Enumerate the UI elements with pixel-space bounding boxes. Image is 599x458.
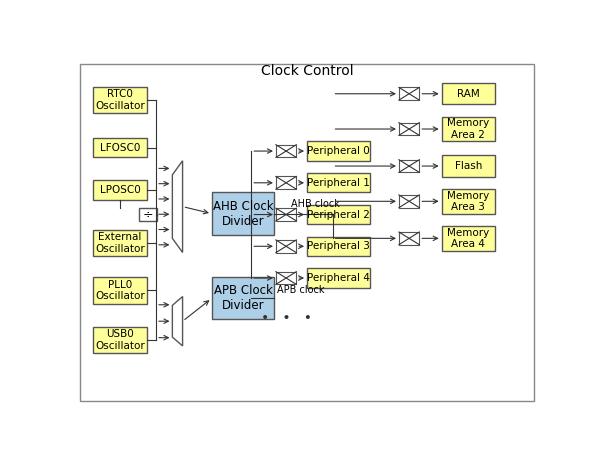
Text: LFOSC0: LFOSC0 xyxy=(100,142,140,153)
FancyBboxPatch shape xyxy=(93,87,147,113)
Bar xyxy=(399,195,419,207)
Text: Peripheral 0: Peripheral 0 xyxy=(307,146,370,156)
Bar xyxy=(276,272,297,284)
Text: LPOSC0: LPOSC0 xyxy=(100,185,141,195)
FancyBboxPatch shape xyxy=(93,327,147,353)
Text: AHB Clock
Divider: AHB Clock Divider xyxy=(213,200,274,228)
FancyBboxPatch shape xyxy=(307,237,370,256)
FancyBboxPatch shape xyxy=(307,142,370,161)
Text: Clock Control: Clock Control xyxy=(261,64,353,78)
Bar xyxy=(276,145,297,158)
Text: APB clock: APB clock xyxy=(277,285,324,295)
Text: USB0
Oscillator: USB0 Oscillator xyxy=(95,329,145,350)
Text: RAM: RAM xyxy=(457,89,480,99)
FancyBboxPatch shape xyxy=(441,155,495,177)
Text: Flash: Flash xyxy=(455,161,482,171)
Text: PLL0
Oscillator: PLL0 Oscillator xyxy=(95,279,145,301)
Text: ÷: ÷ xyxy=(143,208,153,221)
FancyBboxPatch shape xyxy=(307,173,370,192)
FancyBboxPatch shape xyxy=(93,229,147,256)
Text: APB Clock
Divider: APB Clock Divider xyxy=(214,284,273,312)
Text: Memory
Area 4: Memory Area 4 xyxy=(447,228,489,249)
FancyBboxPatch shape xyxy=(307,268,370,288)
Text: Peripheral 4: Peripheral 4 xyxy=(307,273,370,283)
Text: Memory
Area 3: Memory Area 3 xyxy=(447,191,489,212)
Bar xyxy=(399,232,419,245)
FancyBboxPatch shape xyxy=(212,192,274,235)
Bar xyxy=(276,240,297,253)
Bar xyxy=(399,87,419,100)
Text: RTC0
Oscillator: RTC0 Oscillator xyxy=(95,89,145,111)
FancyBboxPatch shape xyxy=(93,180,147,200)
Text: AHB clock: AHB clock xyxy=(291,199,340,209)
FancyBboxPatch shape xyxy=(307,205,370,224)
Text: Peripheral 1: Peripheral 1 xyxy=(307,178,370,188)
Bar xyxy=(399,123,419,136)
Text: Peripheral 3: Peripheral 3 xyxy=(307,241,370,251)
FancyBboxPatch shape xyxy=(93,138,147,157)
FancyBboxPatch shape xyxy=(441,117,495,142)
FancyBboxPatch shape xyxy=(441,226,495,251)
Bar xyxy=(276,176,297,189)
FancyBboxPatch shape xyxy=(441,83,495,104)
FancyBboxPatch shape xyxy=(441,189,495,213)
Bar xyxy=(399,160,419,172)
FancyBboxPatch shape xyxy=(212,277,274,320)
Text: Memory
Area 2: Memory Area 2 xyxy=(447,118,489,140)
Text: •   •   •: • • • xyxy=(261,311,311,325)
Text: External
Oscillator: External Oscillator xyxy=(95,232,145,254)
Bar xyxy=(276,208,297,221)
Polygon shape xyxy=(173,161,183,252)
FancyBboxPatch shape xyxy=(139,208,156,221)
Polygon shape xyxy=(173,296,183,346)
FancyBboxPatch shape xyxy=(93,277,147,304)
Text: Peripheral 2: Peripheral 2 xyxy=(307,210,370,219)
